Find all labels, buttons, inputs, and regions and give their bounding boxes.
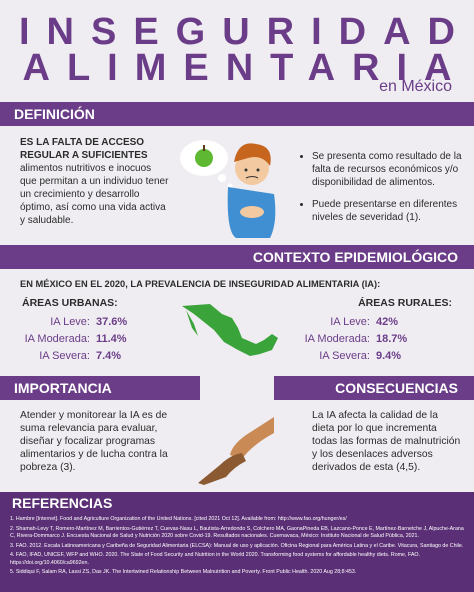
title-line2: ALIMENTARIA — [22, 47, 469, 89]
importance-text: Atender y monitorear la IA es de suma re… — [20, 410, 168, 473]
stat-value: 11.4% — [96, 333, 127, 345]
stat-row: IA Moderada: 18.7% — [300, 331, 420, 348]
stat-value: 37.6% — [96, 316, 128, 328]
illustration — [180, 140, 276, 238]
stat-label: IA Severa: — [39, 350, 90, 362]
definition: ES LA FALTA DE ACCESO REGULAR A SUFICIEN… — [20, 136, 170, 227]
urban-heading: ÁREAS URBANAS: — [22, 297, 118, 309]
reference: 4. FAO, IFAD, UNICEF, WFP and WHO. 2020.… — [10, 552, 421, 566]
section-heading: IMPORTANCIA — [0, 376, 200, 400]
reference: 3. FAO. 2012. Escala Latinoamericana y C… — [10, 542, 464, 549]
definition-text: alimentos nutritivos e inocuos que permi… — [20, 163, 169, 226]
urban-rows: IA Leve: 37.6% IA Moderada: 11.4% IA Severa:… — [20, 314, 140, 365]
stat-label: IA Moderada: — [24, 333, 90, 345]
title-line1: INSEGURIDAD — [18, 11, 473, 53]
stat-label: IA Leve: — [50, 316, 90, 328]
stat-row: IA Severa: 9.4% — [300, 348, 420, 365]
intro: EN MÉXICO EN EL 2020, LA PREVALENCIA DE … — [20, 279, 381, 289]
stat-row: IA Leve: 37.6% — [20, 314, 140, 331]
section-heading: CONTEXTO EPIDEMIOLÓGICO — [0, 245, 474, 269]
bullet: Se presenta como resultado de la falta d… — [312, 150, 462, 189]
stat-label: IA Moderada: — [304, 333, 370, 345]
reference: 2. Shamah-Levy T, Romero-Martínez M, Bar… — [10, 525, 464, 539]
section-heading: REFERENCIAS — [12, 495, 113, 511]
stat-row: IA Severa: 7.4% — [20, 348, 140, 365]
rural-heading: ÁREAS RURALES: — [358, 297, 452, 309]
bullet: Puede presentarse en diferentes niveles … — [312, 198, 462, 224]
definition-bold: ES LA FALTA DE ACCESO REGULAR A SUFICIEN… — [20, 137, 148, 161]
consequences-text: La IA afecta la calidad de la dieta por … — [312, 410, 461, 473]
section-heading: CONSECUENCIAS — [274, 376, 474, 400]
stat-row: IA Moderada: 11.4% — [20, 331, 140, 348]
hands-illustration — [198, 417, 274, 485]
stat-value: 7.4% — [96, 350, 122, 362]
stat-row: IA Leve: 42% — [300, 314, 420, 331]
stat-value: 18.7% — [376, 333, 408, 345]
map — [182, 304, 278, 356]
references-panel: REFERENCIAS 1. Hambre [Internet]. Food a… — [0, 492, 474, 592]
rural-rows: IA Leve: 42% IA Moderada: 18.7% IA Severa: 9.… — [300, 314, 420, 365]
section-heading: DEFINICIÓN — [0, 102, 474, 126]
subtitle: en México — [379, 78, 452, 95]
stat-value: 9.4% — [376, 350, 402, 362]
stat-label: IA Severa: — [319, 350, 370, 362]
stat-label: IA Leve: — [330, 316, 370, 328]
bullets: Se presenta como resultado de la falta d… — [300, 150, 462, 233]
references-list: 1. Hambre [Internet]. Food and Agricultu… — [0, 516, 474, 576]
reference: 1. Hambre [Internet]. Food and Agricultu… — [10, 516, 347, 522]
reference: 5. Siddiqui F, Salam RA, Lassi ZS, Das J… — [10, 569, 357, 576]
stat-value: 42% — [376, 316, 399, 328]
